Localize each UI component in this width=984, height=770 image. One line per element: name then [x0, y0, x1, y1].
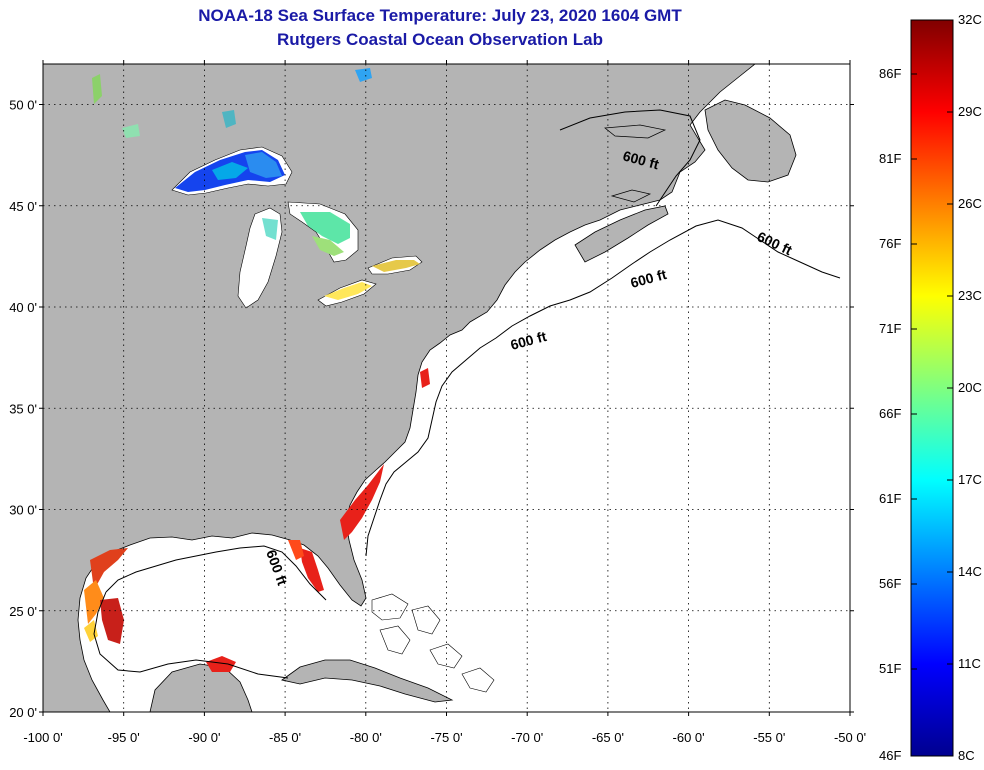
x-tick-label: -60 0': [673, 730, 705, 745]
graticule: [43, 64, 850, 712]
colorbar-label-fahrenheit: 86F: [879, 66, 902, 81]
y-tick-label: 25 0': [9, 604, 37, 619]
isobath-600ft-gulf-north: [105, 545, 327, 601]
colorbar-ticks: [911, 19, 953, 757]
isobath-600ft-gulf-west: [93, 591, 289, 679]
land-newfoundland: [704, 99, 797, 183]
x-tick-label: -100 0': [23, 730, 62, 745]
sst-data-layer: [84, 68, 430, 672]
colorbar-label-celsius: 11C: [958, 656, 981, 671]
x-tick-label: -85 0': [269, 730, 301, 745]
land-pei: [610, 189, 652, 203]
x-tick-label: -65 0': [592, 730, 624, 745]
axis-ticks: -100 0' -95 0' -90 0' -85 0' -80 0' -75 0' -70…: [9, 60, 866, 745]
colorbar-label-celsius: 14C: [958, 564, 982, 579]
isobath-600ft: [365, 219, 841, 557]
x-tick-label: -70 0': [511, 730, 543, 745]
colorbar-label-fahrenheit: 76F: [879, 236, 902, 251]
land-north-america: [43, 64, 756, 712]
x-tick-label: -75 0': [430, 730, 462, 745]
x-tick-label: -90 0': [188, 730, 220, 745]
colorbar-label-celsius: 23C: [958, 288, 982, 303]
colorbar-label-fahrenheit: 46F: [879, 748, 902, 763]
x-tick-label: -55 0': [753, 730, 785, 745]
y-tick-label: 35 0': [9, 401, 37, 416]
colorbar-label-fahrenheit: 61F: [879, 491, 902, 506]
colorbar-label-celsius: 32C: [958, 12, 982, 27]
y-tick-label: 40 0': [9, 300, 37, 315]
map-title: NOAA-18 Sea Surface Temperature: July 23…: [198, 6, 682, 25]
colorbar-label-celsius: 8C: [958, 748, 975, 763]
colorbar-label-celsius: 26C: [958, 196, 982, 211]
y-tick-label: 30 0': [9, 503, 37, 518]
y-tick-label: 45 0': [9, 199, 37, 214]
bahamas-outlines: [371, 593, 495, 693]
land-nova-scotia: [574, 205, 669, 263]
colorbar-label-fahrenheit: 81F: [879, 151, 902, 166]
colorbar-label-celsius: 20C: [958, 380, 982, 395]
colorbar-label-fahrenheit: 71F: [879, 321, 902, 336]
y-tick-label: 50 0': [9, 98, 37, 113]
y-tick-label: 20 0': [9, 705, 37, 720]
land-cuba: [281, 659, 454, 703]
colorbar-label-celsius: 29C: [958, 104, 982, 119]
x-tick-label: -95 0': [108, 730, 140, 745]
colorbar: [910, 19, 954, 757]
x-tick-label: -50 0': [834, 730, 866, 745]
colorbar-label-fahrenheit: 56F: [879, 576, 902, 591]
land-anticosti: [604, 124, 667, 139]
colorbar-label-celsius: 17C: [958, 472, 982, 487]
x-tick-label: -80 0': [350, 730, 382, 745]
colorbar-label-fahrenheit: 51F: [879, 661, 902, 676]
colorbar-label-fahrenheit: 66F: [879, 406, 902, 421]
map-subtitle: Rutgers Coastal Ocean Observation Lab: [277, 30, 603, 49]
